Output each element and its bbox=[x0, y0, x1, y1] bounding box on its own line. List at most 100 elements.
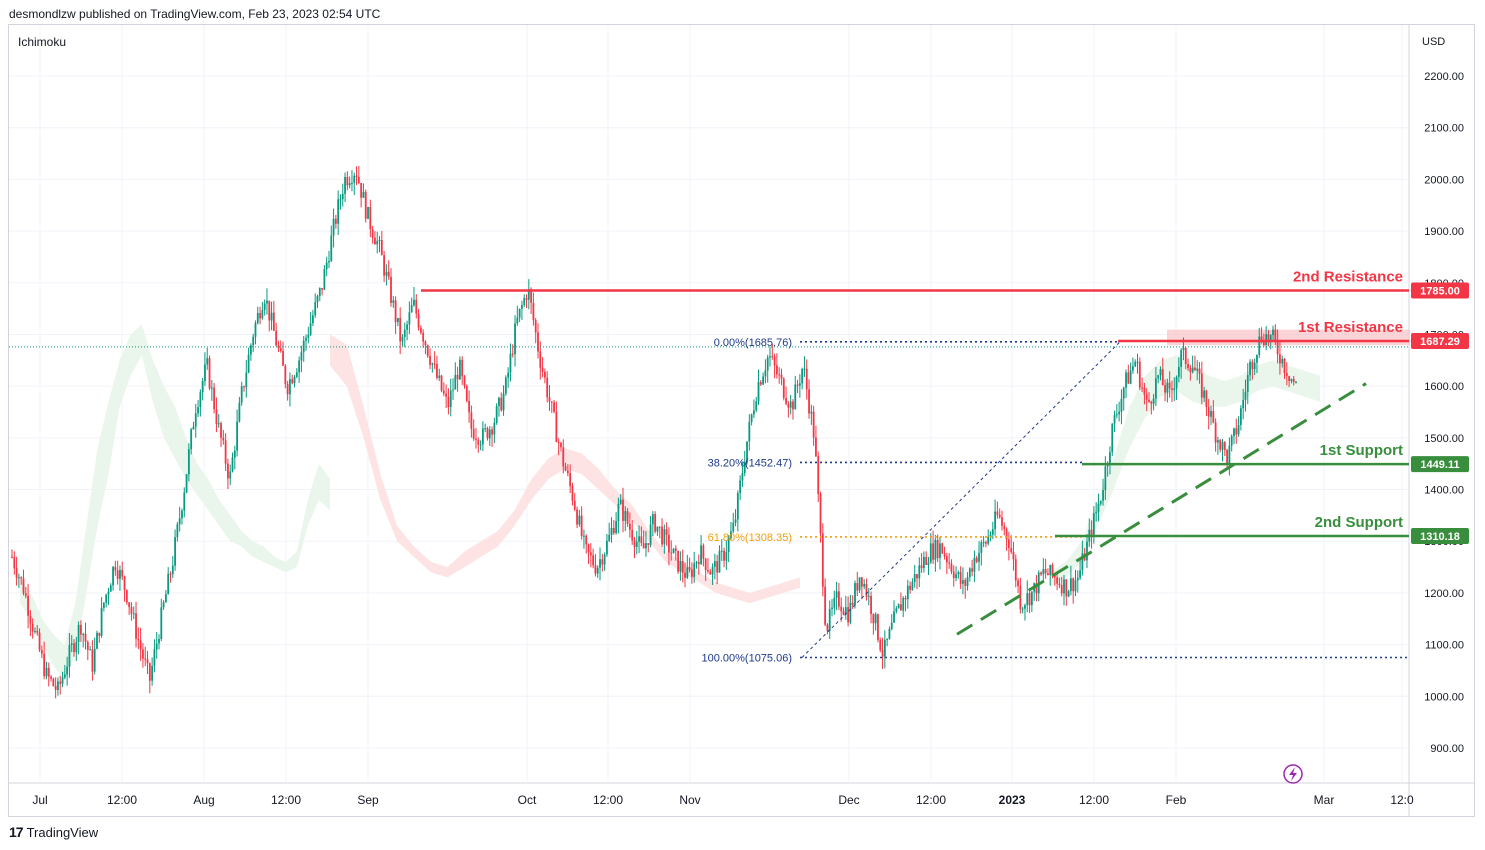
candle bbox=[263, 299, 266, 316]
candle-body bbox=[102, 602, 105, 608]
candle bbox=[123, 575, 126, 602]
candle bbox=[856, 571, 859, 597]
candle-body bbox=[863, 583, 866, 587]
y-tick-label: 1200.00 bbox=[1424, 588, 1464, 600]
candle-body bbox=[748, 421, 751, 442]
candle-body bbox=[130, 607, 133, 614]
indicator-label[interactable]: Ichimoku bbox=[18, 35, 67, 49]
candle bbox=[243, 385, 245, 392]
candle-body bbox=[376, 240, 379, 245]
candle bbox=[936, 534, 939, 563]
candle-body bbox=[619, 499, 622, 504]
candle-body bbox=[1295, 381, 1297, 383]
candle-body bbox=[978, 552, 980, 562]
candle bbox=[144, 646, 147, 667]
candle bbox=[550, 401, 553, 414]
candle bbox=[1122, 386, 1125, 411]
candle-body bbox=[1042, 569, 1045, 575]
chart-frame bbox=[8, 24, 1475, 817]
candle-body bbox=[183, 492, 186, 511]
candle bbox=[962, 567, 964, 595]
candle-body bbox=[856, 583, 859, 591]
candle bbox=[22, 569, 25, 596]
candle-body bbox=[821, 533, 824, 587]
candle-body bbox=[325, 262, 328, 270]
candle-body bbox=[635, 541, 638, 547]
candle bbox=[1292, 376, 1295, 386]
candle-body bbox=[601, 559, 604, 565]
candle bbox=[893, 600, 895, 623]
candle-body bbox=[208, 358, 211, 389]
candle-body bbox=[720, 550, 723, 552]
candle bbox=[851, 595, 854, 610]
candle bbox=[723, 547, 725, 568]
candle bbox=[13, 551, 16, 575]
candle bbox=[353, 172, 356, 196]
candle-body bbox=[215, 409, 218, 425]
level-price-tag bbox=[1411, 282, 1469, 299]
candle bbox=[1281, 355, 1284, 368]
candle bbox=[1134, 359, 1137, 368]
candle-body bbox=[785, 398, 787, 404]
candle bbox=[1196, 360, 1199, 381]
lightning-icon[interactable] bbox=[1283, 764, 1303, 784]
footer-brand[interactable]: 17 TradingView bbox=[9, 824, 98, 840]
candle bbox=[289, 372, 291, 407]
candle-body bbox=[973, 557, 976, 572]
candle bbox=[164, 590, 167, 603]
candle-body bbox=[178, 518, 181, 525]
candle bbox=[879, 637, 882, 653]
candle bbox=[785, 386, 787, 406]
x-tick-label: Dec bbox=[838, 793, 859, 807]
candle-body bbox=[440, 375, 443, 391]
candle-body bbox=[413, 299, 415, 306]
candle-body bbox=[1235, 428, 1238, 435]
candle-body bbox=[197, 407, 199, 414]
candle bbox=[233, 445, 236, 470]
candle bbox=[158, 634, 160, 650]
candle-body bbox=[1076, 577, 1079, 581]
candle bbox=[913, 564, 916, 588]
candle-body bbox=[585, 535, 588, 545]
candle bbox=[426, 344, 429, 358]
candle-body bbox=[1125, 372, 1127, 388]
candle bbox=[610, 517, 613, 543]
candle-body bbox=[84, 633, 87, 642]
candle-body bbox=[204, 364, 206, 381]
candle bbox=[295, 368, 298, 379]
candle bbox=[34, 627, 36, 634]
candle-body bbox=[606, 540, 608, 555]
candle bbox=[1223, 440, 1226, 456]
candle-body bbox=[888, 628, 891, 639]
fib-diagonal bbox=[801, 341, 1121, 658]
candle bbox=[194, 403, 197, 438]
candle-body bbox=[1212, 410, 1215, 423]
x-tick-label: Aug bbox=[193, 793, 214, 807]
candle-body bbox=[810, 411, 813, 414]
candle-body bbox=[1122, 387, 1125, 399]
candle bbox=[615, 512, 618, 535]
candle bbox=[215, 397, 218, 433]
candle bbox=[488, 425, 491, 446]
candle bbox=[337, 190, 340, 235]
candle bbox=[516, 305, 519, 326]
candle-body bbox=[227, 463, 229, 479]
candle-body bbox=[900, 604, 902, 611]
candle-body bbox=[158, 639, 160, 644]
candle-body bbox=[429, 355, 431, 365]
candle bbox=[415, 294, 418, 319]
candle-body bbox=[31, 623, 34, 632]
candle bbox=[819, 491, 822, 543]
candle bbox=[863, 579, 866, 590]
candle bbox=[918, 557, 921, 588]
candle bbox=[684, 562, 686, 588]
candle bbox=[208, 355, 211, 391]
candle bbox=[96, 630, 98, 650]
candle-body bbox=[1040, 572, 1042, 575]
candle-body bbox=[1113, 415, 1116, 424]
candle-body bbox=[89, 649, 91, 651]
candle-body bbox=[1184, 347, 1187, 365]
candle bbox=[628, 512, 631, 538]
candle bbox=[406, 320, 408, 341]
